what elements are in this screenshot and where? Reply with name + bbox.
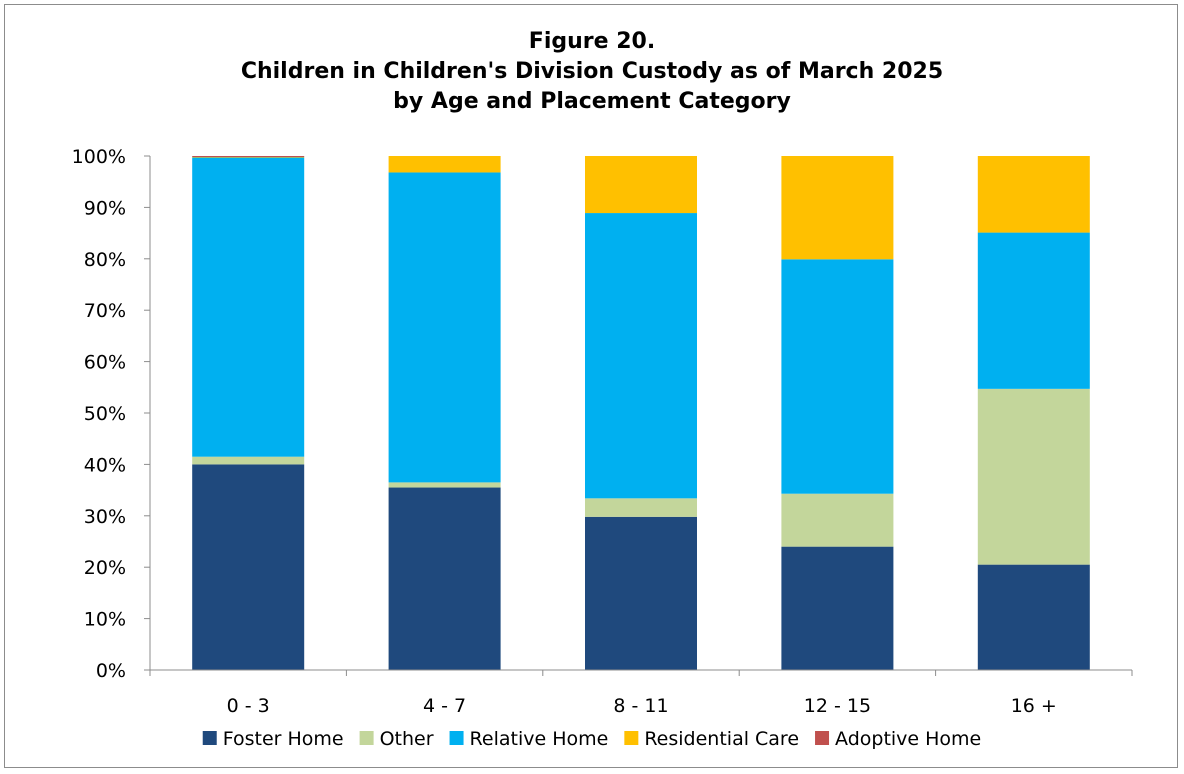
legend: Foster Home Other Relative Home Residential… bbox=[202, 728, 981, 750]
y-tick-label: 40% bbox=[84, 454, 126, 476]
bar-segment-relative-home-3 bbox=[781, 259, 894, 494]
legend-swatch-other bbox=[359, 731, 374, 745]
bar-segment-foster-home-0 bbox=[192, 464, 305, 670]
y-tick-label: 90% bbox=[84, 197, 126, 219]
x-tick-label: 4 - 7 bbox=[423, 695, 466, 717]
legend-label-adoptive-home: Adoptive Home bbox=[835, 728, 981, 750]
bar-segment-other-2 bbox=[585, 498, 697, 517]
axes-layer: 0 - 3 4 - 7 8 - 11 12 - 15 16 + 0% 10% 20% 30% 40… bbox=[72, 146, 1133, 717]
legend-label-other: Other bbox=[380, 728, 434, 750]
bar-segment-relative-home-1 bbox=[388, 172, 501, 483]
x-tick-label: 0 - 3 bbox=[227, 695, 270, 717]
y-tick-label: 30% bbox=[84, 506, 126, 528]
y-tick-label: 80% bbox=[84, 249, 126, 271]
legend-label-relative-home: Relative Home bbox=[470, 728, 609, 750]
y-tick-label: 50% bbox=[84, 403, 126, 425]
bars-layer bbox=[192, 156, 1090, 670]
bar-segment-foster-home-2 bbox=[585, 516, 697, 670]
legend-label-foster-home: Foster Home bbox=[223, 728, 344, 750]
chart-subtitle-2: by Age and Placement Category bbox=[393, 89, 791, 114]
chart-title-block: Figure 20. Children in Children's Divisi… bbox=[5, 27, 1179, 117]
legend-swatch-relative-home bbox=[449, 731, 464, 745]
bar-segment-other-1 bbox=[388, 482, 501, 488]
legend-label-residential-care: Residential Care bbox=[644, 728, 799, 750]
bar-segment-residential-care-0 bbox=[192, 157, 305, 158]
bar-segment-foster-home-4 bbox=[977, 564, 1090, 670]
y-tick-label: 60% bbox=[84, 352, 126, 374]
x-tick-label: 8 - 11 bbox=[613, 695, 668, 717]
chart-title: Figure 20. bbox=[528, 29, 656, 54]
bar-segment-other-3 bbox=[781, 493, 894, 547]
y-tick-label: 0% bbox=[96, 660, 126, 682]
bar-segment-other-0 bbox=[192, 456, 305, 465]
bar-segment-relative-home-0 bbox=[192, 157, 305, 457]
legend-swatch-foster-home bbox=[202, 731, 217, 745]
y-tick-label: 100% bbox=[72, 146, 126, 168]
bar-segment-foster-home-3 bbox=[781, 546, 894, 670]
legend-swatch-adoptive-home bbox=[815, 731, 830, 745]
x-tick-label: 12 - 15 bbox=[804, 695, 871, 717]
x-tick-label: 16 + bbox=[1011, 695, 1057, 717]
bar-segment-residential-care-2 bbox=[585, 156, 697, 214]
bar-segment-residential-care-1 bbox=[388, 156, 501, 173]
bar-segment-foster-home-1 bbox=[388, 487, 501, 670]
bar-segment-residential-care-4 bbox=[977, 156, 1090, 233]
bar-segment-other-4 bbox=[977, 388, 1090, 565]
bar-segment-adoptive-home-0 bbox=[192, 156, 305, 158]
bar-segment-residential-care-3 bbox=[781, 156, 894, 260]
y-tick-label: 20% bbox=[84, 557, 126, 579]
y-tick-label: 10% bbox=[84, 609, 126, 631]
bar-segment-relative-home-2 bbox=[585, 213, 697, 499]
chart-subtitle: Children in Children's Division Custody … bbox=[240, 59, 944, 84]
y-tick-label: 70% bbox=[84, 300, 126, 322]
bar-segment-relative-home-4 bbox=[977, 232, 1090, 389]
legend-swatch-residential-care bbox=[624, 731, 639, 745]
